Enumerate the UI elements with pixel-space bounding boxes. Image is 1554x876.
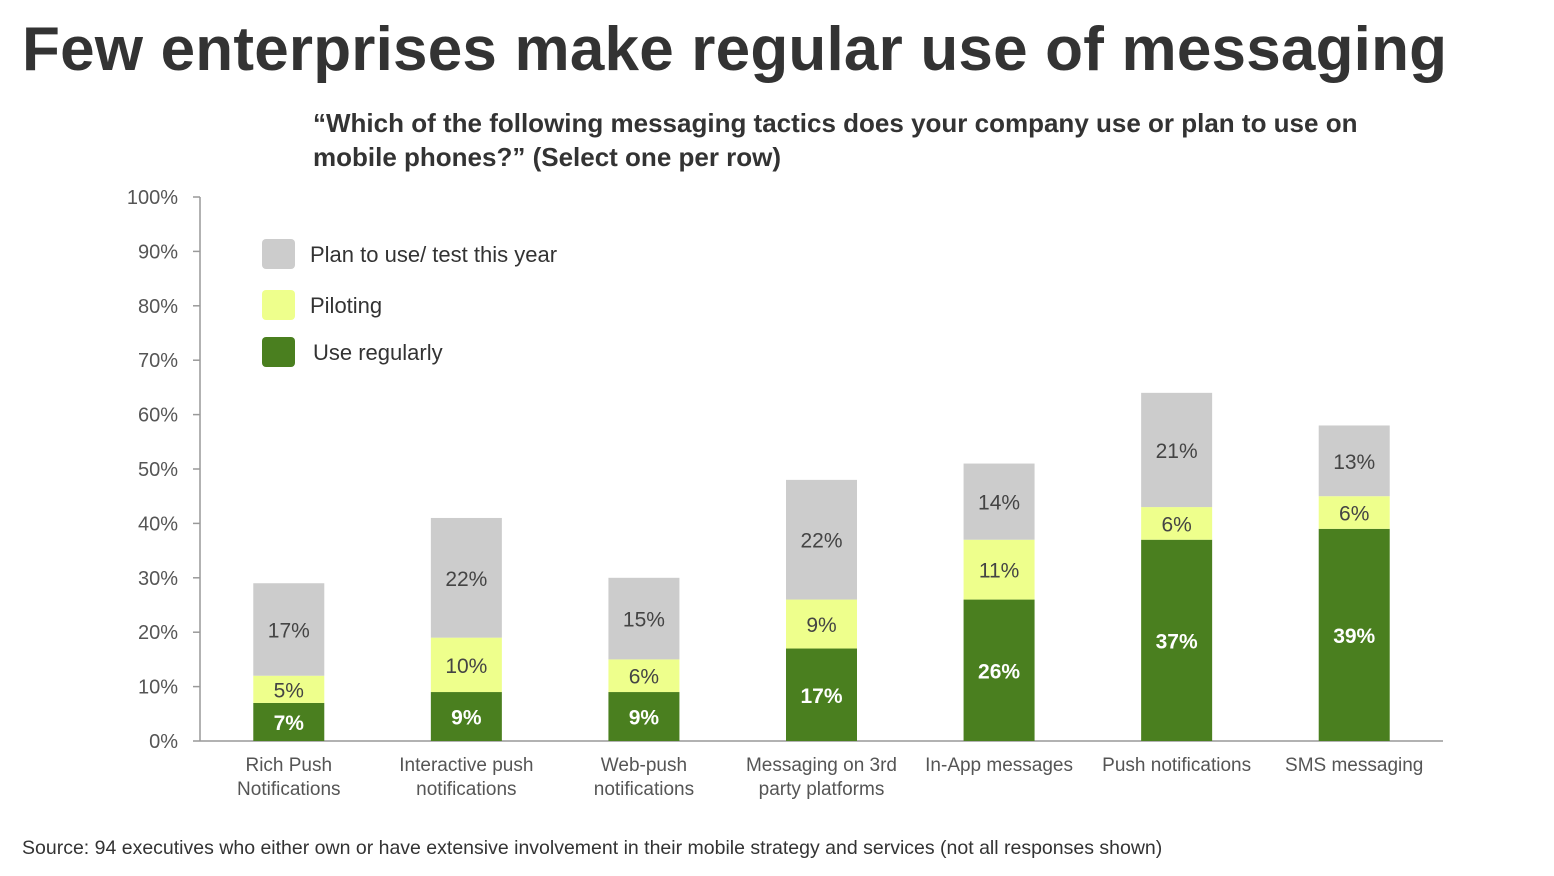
y-tick-label: 30% [138,568,178,590]
data-label: 22% [800,530,842,553]
chart-subtitle: “Which of the following messaging tactic… [313,108,1358,172]
chart-legend: Plan to use/ test this year Piloting Use r… [262,239,557,367]
data-label: 13% [1333,451,1375,474]
y-tick-label: 80% [138,296,178,318]
y-tick-label: 90% [138,241,178,263]
bar-segment-plan-to-use-test-this-year [1141,392,1213,508]
data-label: 15% [623,609,665,632]
data-label: 5% [274,679,304,702]
x-category-label: Rich Push [245,755,332,776]
data-label: 14% [978,492,1020,515]
bar-segment-use-regularly [1318,528,1390,741]
x-category-label: notifications [416,779,516,800]
data-label: 11% [979,560,1019,583]
bar-segment-use-regularly [253,702,325,741]
y-tick-label: 50% [138,459,178,481]
data-label: 17% [268,619,310,642]
bar-segment-plan-to-use-test-this-year [786,479,857,600]
x-axis: Rich Push Notifications Interactive push no… [200,740,1443,800]
bar-segment-piloting [1141,507,1213,540]
x-category-label: Push notifications [1102,755,1251,776]
y-tick-label: 70% [138,350,178,372]
data-label: 9% [806,614,836,637]
y-tick-label: 100% [127,187,178,209]
y-axis: 0% 10% 20% 30% 40% 50% 60% 70% 80% 90% 100% [127,187,201,753]
data-label: 6% [1339,503,1369,526]
x-category-label: In-App messages [925,755,1073,776]
data-label: 6% [1161,513,1191,536]
data-label: 9% [629,707,660,730]
data-label: 9% [451,707,482,730]
bar-segment-use-regularly [963,599,1035,741]
bars: 7% 5% 17% 9% 10% 22% 9% 6% 15% 17% 9% 22% 26% 11% 14% 3… [253,392,1390,741]
legend-swatch [262,239,295,269]
legend-label: Piloting [310,293,382,318]
bar-segment-piloting [963,539,1035,600]
bar-segment-piloting [253,675,325,703]
data-label: 39% [1333,625,1375,648]
bar-segment-plan-to-use-test-this-year [963,463,1035,540]
legend-label: Use regularly [313,340,443,365]
data-label: 22% [445,568,487,591]
bar-segment-piloting [786,599,857,649]
legend-swatch [262,337,295,367]
y-tick-label: 60% [138,405,178,427]
x-category-label: notifications [594,779,694,800]
source-note: Source: 94 executives who either own or … [22,837,1163,859]
data-label: 21% [1156,440,1198,463]
y-tick-label: 0% [149,731,178,753]
x-category-label: Interactive push [399,755,533,776]
legend-label: Plan to use/ test this year [310,242,557,267]
x-category-label: Messaging on 3rd [746,755,897,776]
bar-segment-piloting [430,637,502,693]
page-title: Few enterprises make regular use of mess… [22,15,1448,84]
data-label: 37% [1156,630,1198,653]
x-category-label: Notifications [237,779,341,800]
x-category-label: Web-push [601,755,687,776]
data-label: 17% [800,685,842,708]
data-label: 7% [274,712,305,735]
legend-swatch [262,290,295,320]
bar-segment-use-regularly [430,692,502,741]
y-tick-label: 10% [138,677,178,699]
bar-segment-use-regularly [786,648,857,741]
y-tick-label: 20% [138,622,178,644]
x-category-label: party platforms [759,779,885,800]
bar-segment-use-regularly [608,692,680,741]
bar-segment-plan-to-use-test-this-year [1318,425,1390,497]
bar-segment-plan-to-use-test-this-year [253,583,325,676]
y-tick-label: 40% [138,513,178,535]
bar-segment-use-regularly [1141,539,1213,741]
bar-segment-piloting [608,659,680,693]
bar-segment-piloting [1318,496,1390,529]
x-category-label: SMS messaging [1285,755,1423,776]
bar-segment-plan-to-use-test-this-year [430,517,502,638]
data-label: 26% [978,660,1020,683]
bar-segment-plan-to-use-test-this-year [608,577,680,660]
data-label: 6% [629,666,659,689]
data-label: 10% [445,655,487,678]
